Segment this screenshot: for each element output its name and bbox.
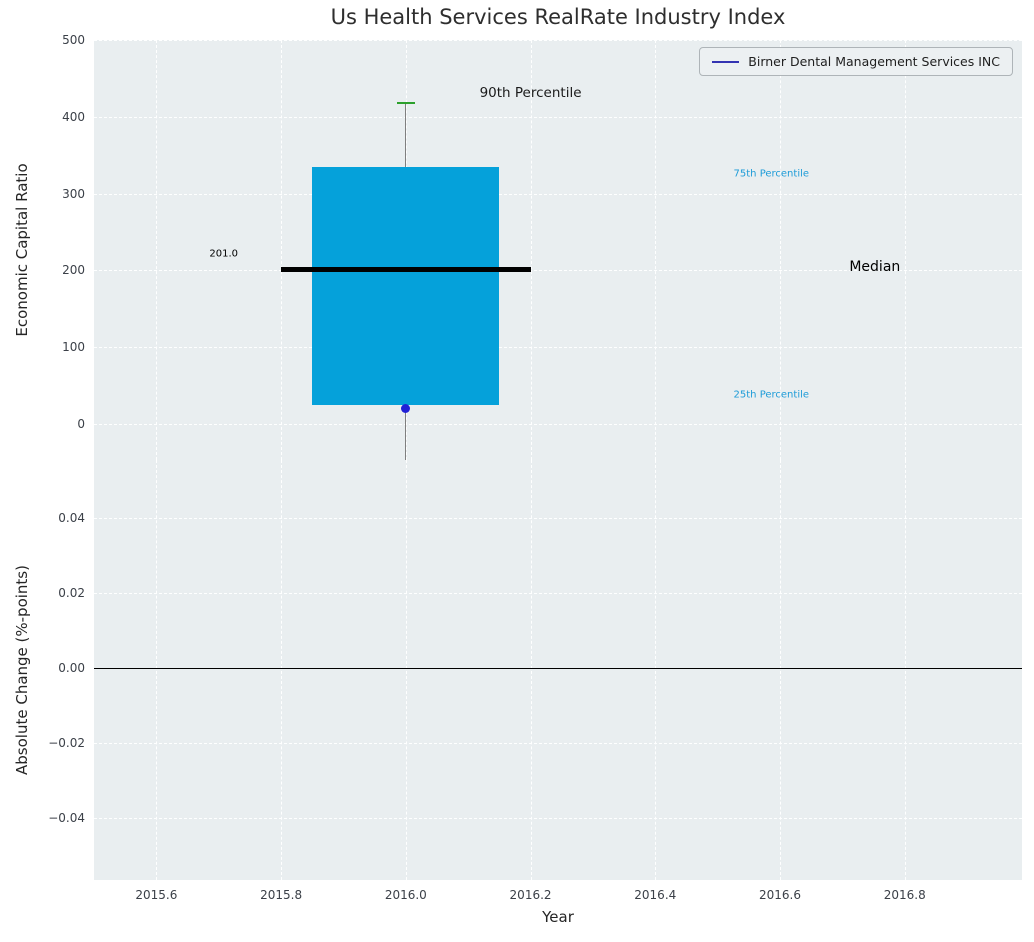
gridline-vertical <box>281 460 283 880</box>
gridline-vertical <box>156 40 158 460</box>
iqr-box <box>312 166 500 405</box>
gridline-vertical <box>780 40 782 460</box>
gridline-vertical <box>530 460 532 880</box>
y-tick-label: 0 <box>77 416 85 431</box>
x-axis-label: Year <box>542 908 574 926</box>
x-tick-label: 2016.4 <box>634 888 677 902</box>
x-tick-label: 2015.6 <box>135 888 178 902</box>
gridline-vertical <box>780 460 782 880</box>
gridline-horizontal <box>94 593 1022 595</box>
gridline-horizontal <box>94 193 1022 195</box>
y-tick-label: −0.04 <box>48 811 85 826</box>
y-tick-label: 0.02 <box>58 586 85 601</box>
legend-line-sample <box>712 60 740 63</box>
y-tick-label: 0.04 <box>58 511 85 526</box>
gridline-vertical <box>281 40 283 460</box>
gridline-vertical <box>156 460 158 880</box>
gridline-horizontal <box>94 518 1022 520</box>
median-line <box>281 267 531 273</box>
annotation: 90th Percentile <box>479 84 582 101</box>
y-axis-label-bottom: Absolute Change (%-points) <box>13 565 31 775</box>
legend-label: Birner Dental Management Services INC <box>748 54 1000 69</box>
p90-cap <box>397 101 415 105</box>
gridline-horizontal <box>94 40 1022 41</box>
x-tick-label: 2016.8 <box>883 888 926 902</box>
gridline-horizontal <box>94 818 1022 820</box>
annotation: 75th Percentile <box>733 168 810 180</box>
top-axes: Birner Dental Management Services INC 20… <box>94 40 1022 460</box>
legend: Birner Dental Management Services INC <box>699 47 1013 76</box>
y-tick-label: 500 <box>62 33 85 47</box>
y-tick-label: −0.02 <box>48 736 85 751</box>
gridline-horizontal <box>94 423 1022 425</box>
gridline-vertical <box>405 460 407 880</box>
x-tick-label: 2015.8 <box>260 888 303 902</box>
annotation: 201.0 <box>209 248 239 260</box>
gridline-horizontal <box>94 347 1022 349</box>
y-tick-label: 0.00 <box>58 661 85 676</box>
gridline-vertical <box>655 40 657 460</box>
y-tick-label: 400 <box>62 109 85 124</box>
y-tick-label: 100 <box>62 340 85 355</box>
zero-line <box>94 667 1022 669</box>
y-tick-label: 200 <box>62 263 85 278</box>
y-axis-label-top: Economic Capital Ratio <box>13 163 31 337</box>
annotation: Median <box>849 259 901 276</box>
bottom-axes <box>94 460 1022 880</box>
gridline-vertical <box>530 40 532 460</box>
gridline-horizontal <box>94 743 1022 745</box>
gridline-vertical <box>655 460 657 880</box>
gridline-vertical <box>904 460 906 880</box>
annotation: 25th Percentile <box>733 389 810 401</box>
gridline-horizontal <box>94 668 1022 670</box>
company-point <box>401 404 411 414</box>
chart-title: Us Health Services RealRate Industry Ind… <box>330 5 786 29</box>
gridline-horizontal <box>94 270 1022 272</box>
y-tick-label: 300 <box>62 186 85 201</box>
x-tick-label: 2016.2 <box>509 888 552 902</box>
x-tick-label: 2016.6 <box>759 888 802 902</box>
gridline-vertical <box>904 40 906 460</box>
x-tick-label: 2016.0 <box>384 888 427 902</box>
gridline-horizontal <box>94 116 1022 118</box>
